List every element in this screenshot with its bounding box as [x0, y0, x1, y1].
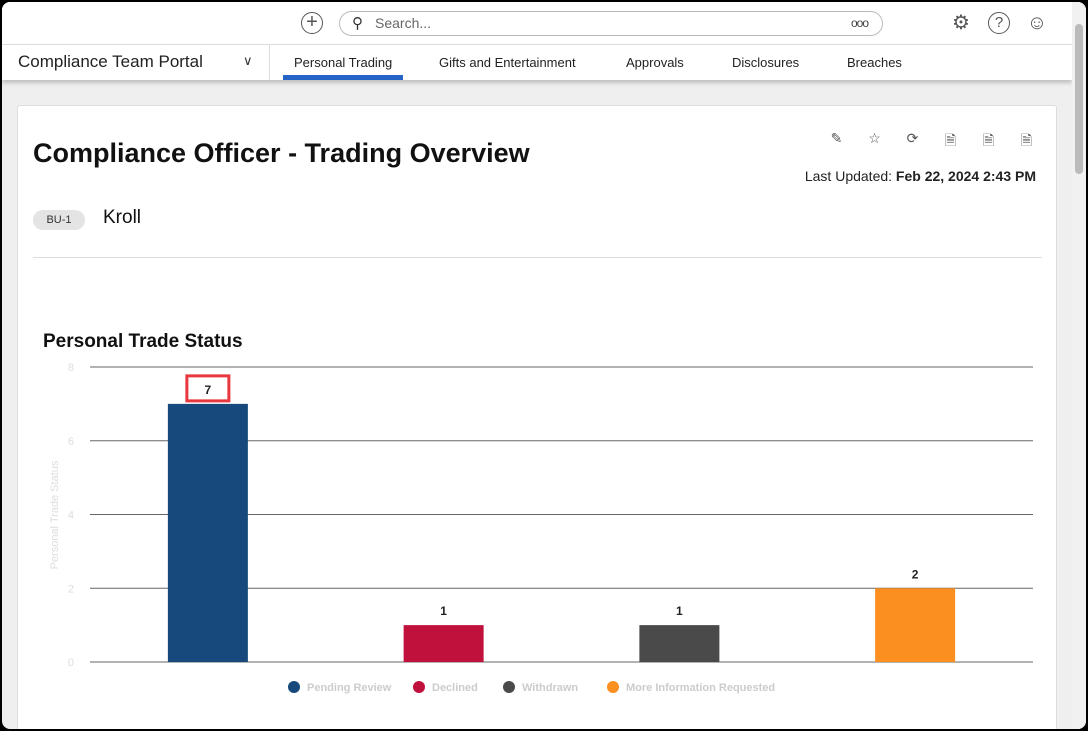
more-options-icon[interactable]: ooo [850, 16, 869, 30]
scrollbar[interactable] [1072, 2, 1086, 729]
bar [875, 588, 956, 662]
last-updated: Last Updated: Feb 22, 2024 2:43 PM [805, 168, 1036, 184]
search-icon: ⚲ [352, 15, 363, 32]
search-placeholder: Search... [375, 15, 432, 31]
word-export-icon[interactable]: 🗎 [982, 132, 995, 148]
divider [33, 257, 1042, 258]
legend-marker [503, 681, 515, 693]
tab-disclosures[interactable]: Disclosures [732, 55, 800, 70]
help-icon[interactable]: ? [988, 12, 1010, 34]
scrollbar-thumb[interactable] [1075, 24, 1083, 174]
y-tick-label: 2 [68, 583, 74, 595]
chevron-down-icon[interactable]: ∨ [243, 53, 253, 68]
pdf-export-icon[interactable]: 🗎 [944, 132, 957, 148]
business-unit-name: Kroll [103, 207, 142, 228]
legend-marker [413, 681, 425, 693]
tab-breaches[interactable]: Breaches [847, 55, 902, 70]
edit-icon[interactable]: ✎ [830, 130, 843, 146]
star-icon[interactable]: ☆ [868, 130, 881, 146]
bu-badge: BU-1 [33, 210, 85, 230]
tab-gifts-and-entertainment[interactable]: Gifts and Entertainment [439, 55, 576, 70]
excel-export-icon[interactable]: 🗎 [1020, 132, 1033, 148]
last-updated-label: Last Updated: [804, 168, 893, 184]
top-bar: + ⚲ Search... ooo ⚙ ? ☺ [2, 2, 1072, 45]
bar [639, 625, 720, 662]
y-tick-label: 4 [68, 510, 74, 522]
y-tick-label: 6 [68, 436, 74, 448]
bar [403, 625, 484, 662]
y-axis-label: Personal Trade Status [49, 460, 61, 569]
data-label: 2 [912, 567, 919, 581]
legend-label: Pending Review [307, 682, 392, 694]
bar [167, 403, 248, 662]
search-input[interactable]: ⚲ Search... ooo [339, 11, 883, 36]
page-title: Compliance Officer - Trading Overview [33, 138, 530, 168]
add-icon[interactable]: + [301, 12, 323, 34]
tab-personal-trading[interactable]: Personal Trading [282, 55, 404, 80]
data-label: 1 [676, 604, 683, 618]
highlight-box [185, 374, 231, 403]
nav-bar: Compliance Team Portal ∨ Personal Tradin… [2, 45, 1072, 80]
data-label: 7 [205, 383, 212, 397]
legend-label: Withdrawn [522, 682, 578, 694]
legend-label: More Information Requested [626, 682, 775, 694]
bar-chart: 0 2 4 6 8 Personal Trade Status 7 1 1 2 Pending Re… [49, 362, 1033, 694]
tab-approvals[interactable]: Approvals [626, 55, 684, 70]
y-tick-label: 8 [68, 362, 74, 374]
data-label: 1 [440, 604, 447, 618]
y-tick-label: 0 [68, 657, 74, 669]
toolbar: ✎ ☆ ⟳ 🗎 🗎 🗎 [827, 130, 1036, 154]
portal-name[interactable]: Compliance Team Portal [18, 52, 203, 71]
legend-marker [607, 681, 619, 693]
divider [269, 45, 270, 80]
user-icon[interactable]: ☺ [1026, 12, 1048, 34]
chart-title: Personal Trade Status [43, 331, 243, 352]
legend-label: Declined [432, 682, 478, 694]
last-updated-value: Feb 22, 2024 2:43 PM [895, 168, 1036, 184]
gear-icon[interactable]: ⚙ [952, 12, 970, 34]
legend-marker [288, 681, 300, 693]
refresh-icon[interactable]: ⟳ [906, 130, 919, 146]
